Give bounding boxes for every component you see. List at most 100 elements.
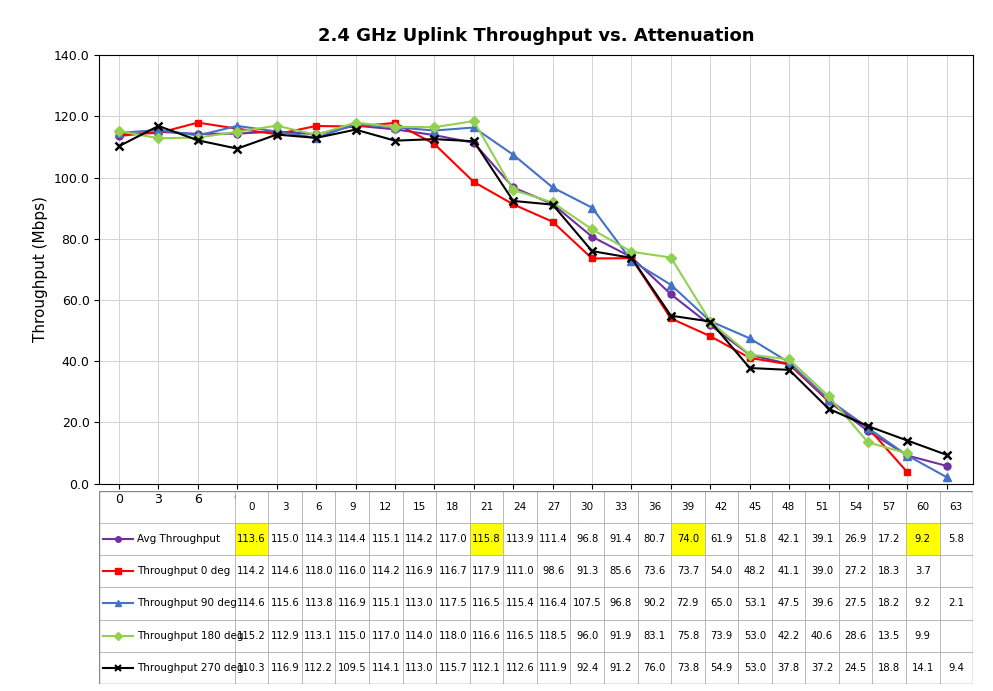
- Bar: [738, 523, 772, 555]
- Text: 65.0: 65.0: [710, 598, 733, 609]
- Bar: [402, 555, 436, 587]
- Bar: [537, 652, 570, 684]
- Bar: [436, 587, 470, 620]
- Text: 42.1: 42.1: [778, 534, 799, 544]
- Text: 116.6: 116.6: [472, 631, 500, 641]
- Bar: [638, 652, 671, 684]
- Text: 114.4: 114.4: [338, 534, 366, 544]
- Bar: [537, 555, 570, 587]
- Bar: [873, 555, 906, 587]
- Text: 117.0: 117.0: [439, 534, 468, 544]
- Bar: [638, 555, 671, 587]
- Text: 39: 39: [681, 502, 694, 512]
- Text: 6: 6: [316, 502, 322, 512]
- Text: 114.1: 114.1: [371, 663, 400, 673]
- Text: 33: 33: [614, 502, 628, 512]
- Text: 18: 18: [446, 502, 460, 512]
- Bar: [839, 652, 873, 684]
- Bar: [772, 523, 805, 555]
- X-axis label: Attenuation (dB): Attenuation (dB): [473, 512, 600, 527]
- Bar: [470, 620, 503, 652]
- Text: 115.8: 115.8: [472, 534, 500, 544]
- Text: 9: 9: [349, 502, 355, 512]
- Text: 76.0: 76.0: [643, 663, 665, 673]
- Bar: [939, 620, 973, 652]
- Text: 53.1: 53.1: [744, 598, 767, 609]
- Bar: [839, 491, 873, 523]
- Bar: [839, 523, 873, 555]
- Text: 91.2: 91.2: [610, 663, 632, 673]
- Text: 96.8: 96.8: [576, 534, 599, 544]
- Bar: [503, 587, 537, 620]
- Bar: [570, 523, 604, 555]
- Text: 39.0: 39.0: [811, 566, 833, 576]
- Bar: [402, 652, 436, 684]
- Title: 2.4 GHz Uplink Throughput vs. Attenuation: 2.4 GHz Uplink Throughput vs. Attenuatio…: [318, 28, 755, 46]
- Text: Throughput 270 deg: Throughput 270 deg: [137, 663, 243, 673]
- Bar: [570, 491, 604, 523]
- Text: 115.1: 115.1: [371, 534, 400, 544]
- Text: 116.0: 116.0: [338, 566, 366, 576]
- Text: 28.6: 28.6: [844, 631, 867, 641]
- Bar: [873, 620, 906, 652]
- Bar: [302, 587, 336, 620]
- Bar: [671, 523, 705, 555]
- Bar: [302, 620, 336, 652]
- Bar: [99, 523, 234, 555]
- Text: 116.9: 116.9: [271, 663, 300, 673]
- Text: 60: 60: [917, 502, 929, 512]
- Text: 48.2: 48.2: [744, 566, 766, 576]
- Bar: [805, 491, 839, 523]
- Text: 21: 21: [480, 502, 494, 512]
- Text: 80.7: 80.7: [643, 534, 665, 544]
- Text: 15: 15: [413, 502, 426, 512]
- Bar: [470, 652, 503, 684]
- Bar: [268, 491, 302, 523]
- Text: 113.9: 113.9: [505, 534, 534, 544]
- Text: 30: 30: [581, 502, 594, 512]
- Text: 90.2: 90.2: [643, 598, 665, 609]
- Text: 111.9: 111.9: [539, 663, 568, 673]
- Text: 36: 36: [647, 502, 661, 512]
- Text: 54.9: 54.9: [710, 663, 733, 673]
- Text: 114.2: 114.2: [237, 566, 266, 576]
- Bar: [906, 620, 939, 652]
- Bar: [638, 523, 671, 555]
- Bar: [503, 491, 537, 523]
- Text: 112.1: 112.1: [472, 663, 500, 673]
- Text: 14.1: 14.1: [912, 663, 934, 673]
- Bar: [268, 523, 302, 555]
- Text: 74.0: 74.0: [677, 534, 699, 544]
- Bar: [873, 491, 906, 523]
- Bar: [772, 652, 805, 684]
- Bar: [570, 587, 604, 620]
- Text: 73.9: 73.9: [710, 631, 733, 641]
- Text: 113.0: 113.0: [405, 663, 434, 673]
- Text: 37.8: 37.8: [778, 663, 799, 673]
- Text: 39.1: 39.1: [811, 534, 833, 544]
- Bar: [604, 587, 638, 620]
- Bar: [906, 491, 939, 523]
- Text: 116.5: 116.5: [472, 598, 500, 609]
- Bar: [537, 587, 570, 620]
- Bar: [503, 620, 537, 652]
- Bar: [268, 652, 302, 684]
- Text: 13.5: 13.5: [878, 631, 901, 641]
- Text: 112.9: 112.9: [271, 631, 300, 641]
- Text: Avg Throughput: Avg Throughput: [137, 534, 220, 544]
- Text: 75.8: 75.8: [676, 631, 699, 641]
- Text: 116.7: 116.7: [439, 566, 468, 576]
- Text: 51: 51: [815, 502, 829, 512]
- Text: 110.3: 110.3: [237, 663, 266, 673]
- Text: 47.5: 47.5: [778, 598, 799, 609]
- Text: 54: 54: [849, 502, 862, 512]
- Text: 113.6: 113.6: [237, 534, 266, 544]
- Bar: [604, 523, 638, 555]
- Bar: [638, 587, 671, 620]
- Text: 113.8: 113.8: [305, 598, 333, 609]
- Text: 115.1: 115.1: [371, 598, 400, 609]
- Text: 54.0: 54.0: [710, 566, 733, 576]
- Text: 53.0: 53.0: [744, 631, 766, 641]
- Bar: [470, 555, 503, 587]
- Text: 9.2: 9.2: [915, 534, 930, 544]
